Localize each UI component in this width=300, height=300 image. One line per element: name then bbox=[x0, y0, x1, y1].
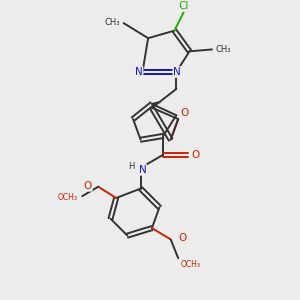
Text: H: H bbox=[129, 161, 135, 170]
Text: CH₃: CH₃ bbox=[104, 18, 120, 27]
Text: O: O bbox=[191, 150, 199, 160]
Text: N: N bbox=[173, 67, 181, 77]
Text: OCH₃: OCH₃ bbox=[181, 260, 201, 269]
Text: OCH₃: OCH₃ bbox=[58, 193, 78, 202]
Text: N: N bbox=[139, 165, 146, 175]
Text: O: O bbox=[181, 108, 189, 118]
Text: Cl: Cl bbox=[179, 1, 189, 11]
Text: O: O bbox=[83, 181, 92, 191]
Text: N: N bbox=[135, 67, 142, 77]
Text: CH₃: CH₃ bbox=[216, 45, 231, 54]
Text: O: O bbox=[178, 233, 187, 243]
